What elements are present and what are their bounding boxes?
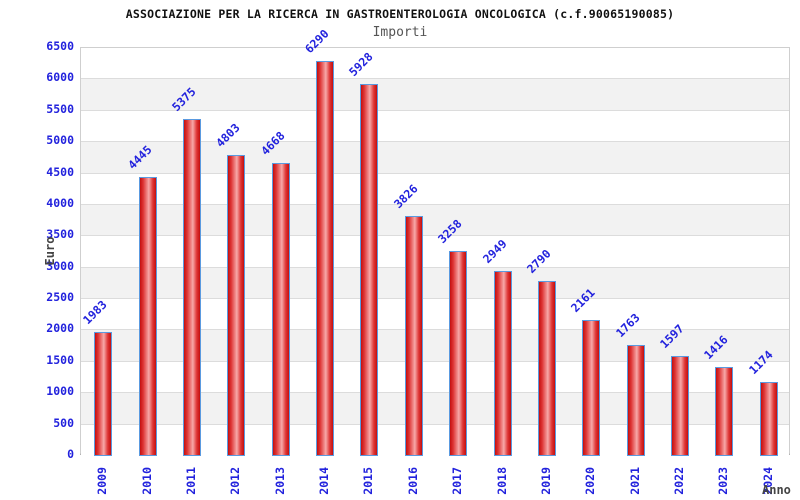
bar-2019 <box>537 280 556 456</box>
x-tick-label: 2017 <box>450 467 465 495</box>
x-tick-label: 2022 <box>672 467 687 495</box>
bar-2018 <box>493 270 512 456</box>
x-tick-label: 2021 <box>627 467 642 495</box>
x-tick-label: 2019 <box>538 467 553 495</box>
bar-2023 <box>715 367 734 456</box>
y-tick-label: 0 <box>67 447 74 461</box>
y-tick-label: 4500 <box>46 164 74 179</box>
y-tick-label: 5500 <box>46 101 74 116</box>
bar-2021 <box>626 345 645 456</box>
y-tick-label: 6500 <box>46 39 74 53</box>
x-axis-label: Anno <box>762 483 791 497</box>
y-tick-label: 500 <box>53 415 74 430</box>
bar-2016 <box>404 215 423 456</box>
bar-2013 <box>271 162 290 456</box>
bar-2024 <box>759 382 778 456</box>
chart-title: ASSOCIAZIONE PER LA RICERCA IN GASTROENT… <box>125 7 675 21</box>
bar-2015 <box>360 83 379 456</box>
x-tick-label: 2009 <box>95 467 110 495</box>
bar-2020 <box>582 320 601 456</box>
x-tick-label: 2018 <box>494 467 509 495</box>
y-tick-label: 3500 <box>46 227 74 242</box>
y-tick-label: 1000 <box>46 384 74 399</box>
bar-2009 <box>94 331 113 456</box>
y-axis-label: Euro <box>43 236 57 266</box>
y-tick-label: 1500 <box>46 352 74 367</box>
x-tick-label: 2023 <box>716 467 731 495</box>
bar-2017 <box>449 251 468 456</box>
y-tick-label: 2000 <box>46 321 74 336</box>
bar-2012 <box>227 154 246 456</box>
y-tick-label: 4000 <box>46 195 74 210</box>
chart-subtitle: Importi <box>372 25 428 40</box>
plot-area <box>80 47 790 456</box>
x-tick-label: 2016 <box>405 467 420 495</box>
x-tick-label: 2015 <box>361 467 376 495</box>
bar-2011 <box>182 118 201 456</box>
y-tick-label: 3000 <box>46 258 74 273</box>
x-tick-label: 2010 <box>139 467 154 495</box>
grid-band <box>81 79 789 111</box>
y-tick-label: 2500 <box>46 290 74 305</box>
x-tick-label: 2013 <box>272 467 287 495</box>
x-tick-label: 2011 <box>183 467 198 495</box>
bar-2010 <box>138 176 157 456</box>
grid-band <box>81 48 789 80</box>
y-tick-label: 5000 <box>46 133 74 148</box>
bar-2014 <box>316 61 335 456</box>
x-tick-label: 2014 <box>317 467 332 495</box>
bar-2022 <box>671 355 690 456</box>
x-tick-label: 2012 <box>228 467 243 495</box>
y-tick-label: 6000 <box>46 70 74 85</box>
x-tick-label: 2020 <box>583 467 598 495</box>
